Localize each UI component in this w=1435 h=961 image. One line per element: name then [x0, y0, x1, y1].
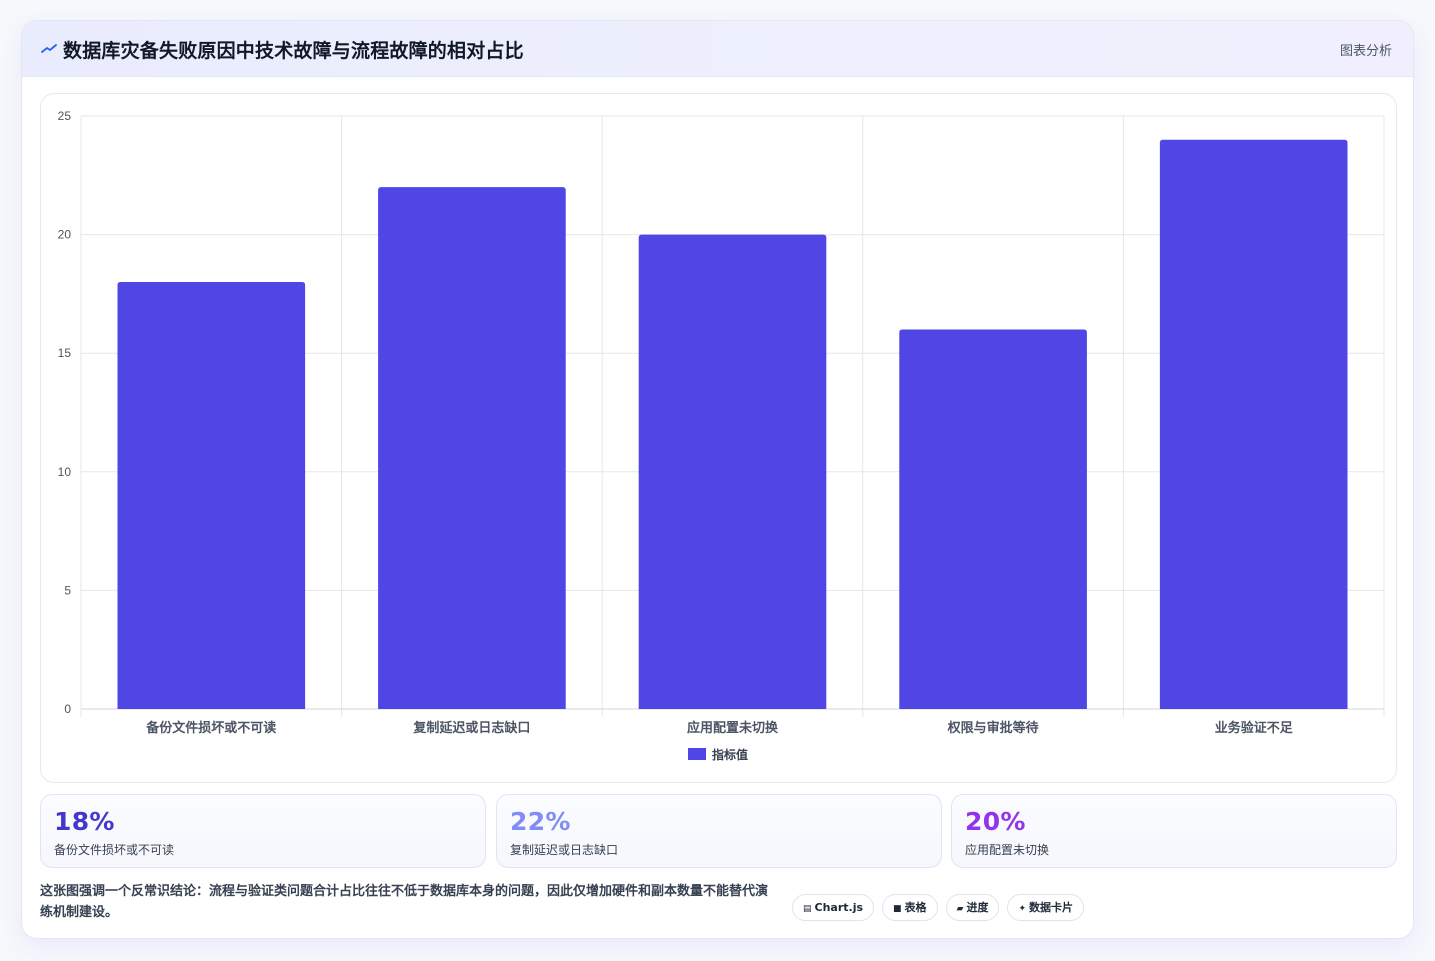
feature-tags: ▤ Chart.js ■ 表格 ▰ 进度 ✦ 数据卡片	[792, 894, 1092, 922]
stat-card: 20% 应用配置未切换	[951, 794, 1397, 868]
chart-analysis-button[interactable]: 图表分析	[1339, 44, 1392, 59]
table-icon: ■	[893, 904, 902, 914]
stat-label: 复制延迟或日志缺口	[510, 843, 619, 857]
bar	[378, 187, 566, 709]
stat-value: 18%	[54, 807, 115, 836]
tag-data-card[interactable]: ✦ 数据卡片	[1007, 894, 1085, 921]
dashboard-card: 数据库灾备失败原因中技术故障与流程故障的相对占比 图表分析 0 5 10 15 20 25…	[21, 20, 1414, 939]
stat-card: 22% 复制延迟或日志缺口	[496, 794, 942, 868]
x-tick-label: 业务验证不足	[1215, 720, 1294, 736]
bar	[638, 234, 827, 709]
bar-chart: 0 5 10 15 20 25 备份文件损坏或不可读 复制延迟或日志缺口 应用配置未切换 权限与审…	[58, 109, 1385, 762]
bar	[117, 282, 306, 709]
bar	[1159, 139, 1348, 710]
tag-label: 进度	[966, 901, 989, 914]
legend-label: 指标值	[712, 747, 748, 762]
conclusion-note: 这张图强调一个反常识结论：流程与验证类问题合计占比往往不低于数据库本身的问题，因…	[40, 884, 769, 920]
tag-table[interactable]: ■ 表格	[882, 894, 938, 921]
tag-progress[interactable]: ▰ 进度	[945, 894, 1000, 921]
legend-swatch	[688, 748, 706, 760]
y-tick-label: 5	[64, 583, 71, 597]
x-tick-label: 复制延迟或日志缺口	[412, 720, 530, 736]
tag-label: 表格	[904, 901, 927, 914]
bar	[899, 329, 1087, 709]
x-tick-label: 应用配置未切换	[687, 720, 779, 736]
y-tick-label: 25	[58, 109, 72, 123]
tag-chartjs[interactable]: ▤ Chart.js	[792, 894, 875, 921]
trend-line-icon	[41, 44, 57, 53]
tag-label: 数据卡片	[1029, 901, 1074, 914]
stat-label: 备份文件损坏或不可读	[54, 843, 175, 857]
stat-cards: 18% 备份文件损坏或不可读 22% 复制延迟或日志缺口 20% 应用配置未切换	[40, 794, 1397, 868]
y-tick-label: 15	[58, 346, 72, 360]
chart-icon: ▤	[803, 904, 812, 914]
stat-label: 应用配置未切换	[965, 843, 1050, 857]
x-tick-label: 权限与审批等待	[947, 720, 1039, 736]
stat-card: 18% 备份文件损坏或不可读	[40, 794, 486, 868]
sparkle-icon: ✦	[1018, 904, 1027, 914]
x-tick-label: 备份文件损坏或不可读	[145, 720, 276, 736]
progress-icon: ▰	[956, 904, 964, 914]
card-header: 数据库灾备失败原因中技术故障与流程故障的相对占比 图表分析	[22, 21, 1413, 77]
y-tick-label: 20	[58, 228, 72, 242]
y-tick-label: 0	[64, 702, 71, 716]
page-title: 数据库灾备失败原因中技术故障与流程故障的相对占比	[63, 40, 524, 62]
chart-panel: 0 5 10 15 20 25 备份文件损坏或不可读 复制延迟或日志缺口 应用配置未切换 权限与审…	[40, 93, 1397, 783]
y-tick-label: 10	[58, 465, 72, 479]
stat-value: 20%	[965, 807, 1026, 836]
tag-label: Chart.js	[814, 901, 864, 914]
stat-value: 22%	[510, 807, 571, 836]
